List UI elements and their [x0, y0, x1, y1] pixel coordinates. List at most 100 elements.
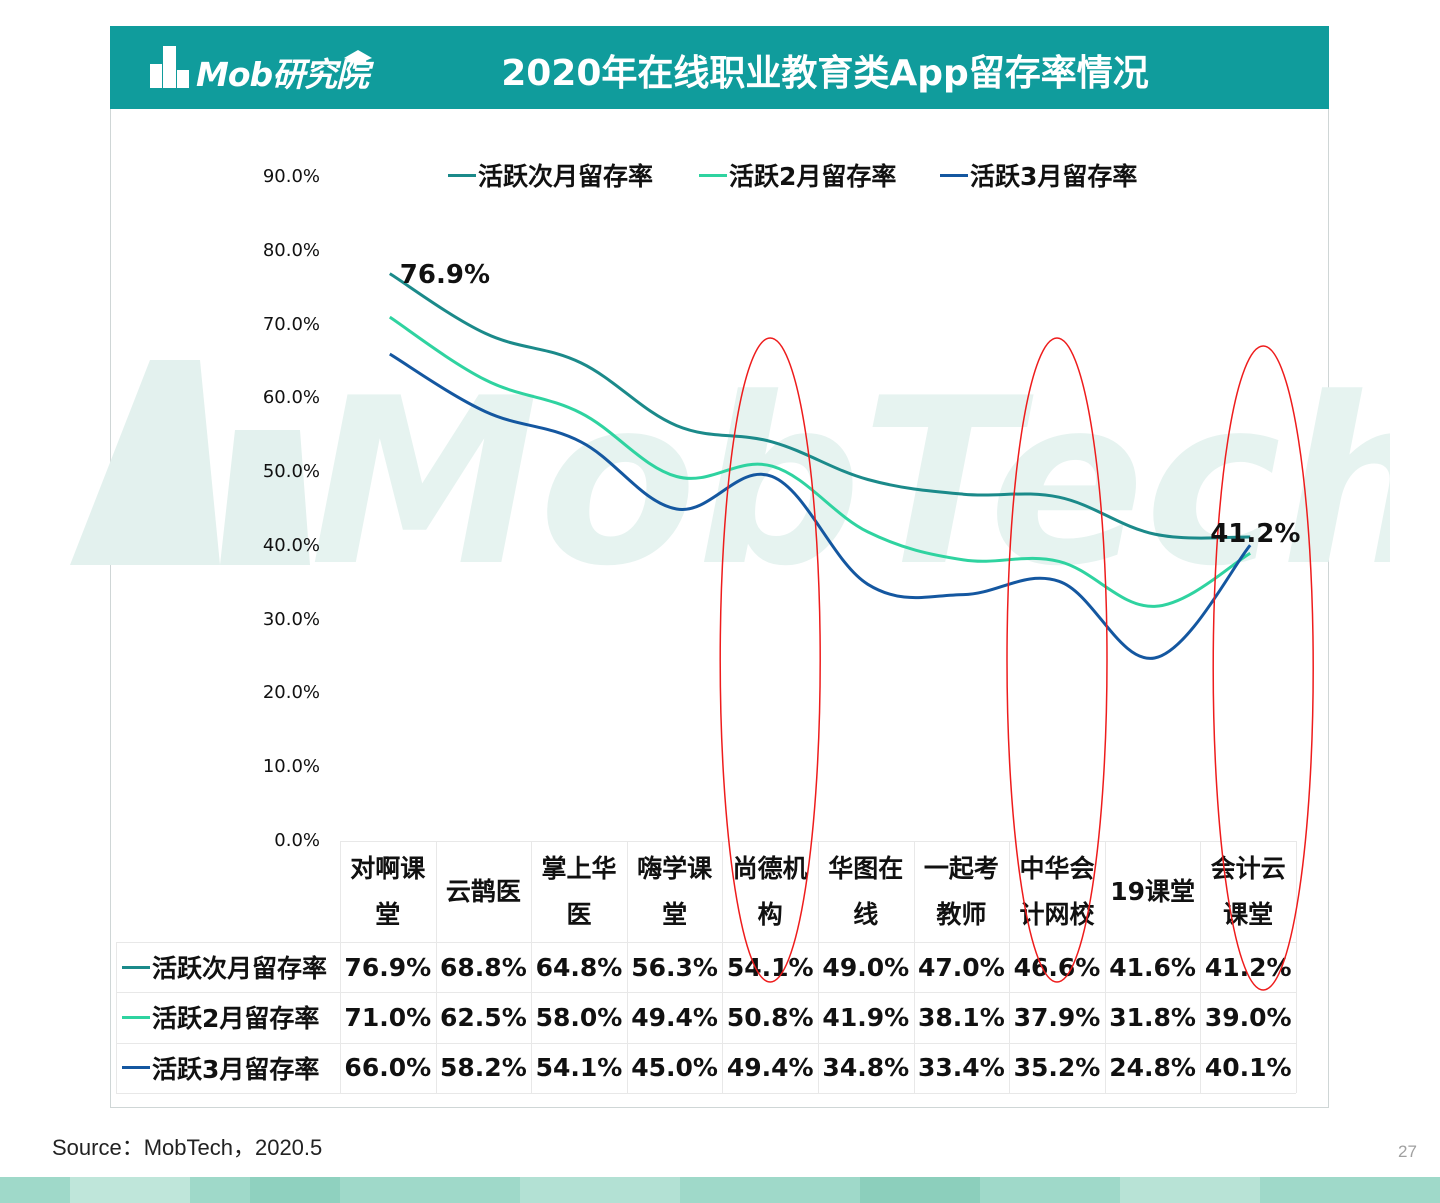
table-cell: 50.8% [726, 1002, 814, 1032]
category-label-line: 计网校 [1019, 899, 1095, 929]
mob-logo-icon [150, 46, 372, 88]
table-cell: 46.6% [1013, 952, 1101, 982]
legend-item: 活跃2月留存率 [699, 157, 896, 193]
y-tick-label: 70.0% [262, 313, 320, 335]
category-label: 一起考 教师 [914, 841, 1010, 942]
table-cell: 37.9% [1013, 1002, 1101, 1032]
category-label: 19课堂 [1105, 841, 1201, 942]
table-cell: 66.0% [344, 1053, 432, 1083]
table-grid-line [116, 942, 117, 1093]
table-cell: 76.9% [344, 952, 432, 982]
source-text: Source：MobTech，2020.5 [52, 1135, 323, 1160]
category-label-line: 堂 [662, 899, 688, 929]
category-label-line: 中华会 [1019, 853, 1095, 883]
category-label-line: 对啊课 [350, 853, 426, 883]
y-tick-label: 10.0% [262, 756, 320, 778]
table-grid-line [1104, 841, 1106, 1093]
category-label: 嗨学课堂 [627, 841, 723, 942]
table-cell: 58.0% [535, 1002, 623, 1032]
table-grid-line [913, 841, 915, 1093]
table-grid-line [116, 1042, 1296, 1044]
watermark: MobTech袤博 [70, 350, 1390, 580]
category-label-line: 云鹊医 [445, 876, 521, 906]
category-label-line: 掌上华 [541, 853, 617, 883]
y-tick-label: 90.0% [262, 166, 320, 187]
table-cell: 39.0% [1204, 1002, 1292, 1032]
table-cell: 33.4% [918, 1053, 1005, 1083]
data-label: 76.9% [399, 259, 490, 290]
legend-label: 活跃2月留存率 [729, 162, 897, 191]
y-tick-label: 0.0% [274, 830, 320, 851]
y-tick-label: 60.0% [262, 387, 320, 409]
category-label-line: 堂 [375, 899, 401, 929]
table-grid-line [340, 841, 341, 1093]
table-cell: 71.0% [344, 1002, 432, 1032]
page-title: 2020年在线职业教育类App留存率情况 [501, 53, 1149, 94]
category-label: 掌上华医 [531, 841, 627, 942]
y-tick-label: 40.0% [262, 534, 320, 556]
y-tick-label: 80.0% [262, 239, 320, 261]
category-label: 华图在线 [818, 841, 914, 942]
table-cell: 56.3% [631, 952, 718, 982]
category-label-line: 线 [853, 899, 879, 929]
category-label-line: 教师 [936, 899, 987, 929]
table-cell: 49.4% [726, 1053, 814, 1083]
row-swatch [122, 965, 150, 969]
category-label-line: 一起考 [923, 853, 999, 883]
table-grid-line [116, 1092, 1296, 1094]
table-cell: 40.1% [1204, 1053, 1292, 1083]
legend-item: 活跃3月留存率 [940, 157, 1137, 193]
table-cell: 54.1% [535, 1053, 623, 1083]
watermark-text: MobTech袤博 [310, 350, 1390, 580]
legend-swatch [699, 173, 727, 177]
series-line-2 [388, 315, 1251, 608]
category-label-line: 尚德机 [732, 853, 808, 883]
data-label: 41.2% [1210, 519, 1301, 550]
category-label-line: 19课堂 [1110, 876, 1195, 906]
table-cell: 54.1% [726, 952, 814, 982]
table-row-label: 活跃2月留存率 [116, 992, 340, 1042]
table-grid-line [1296, 841, 1297, 1093]
table-row-label: 活跃次月留存率 [116, 942, 340, 992]
chart-card [110, 26, 1329, 1108]
table-cell: 34.8% [822, 1053, 910, 1083]
row-label-text: 活跃3月留存率 [152, 1054, 320, 1084]
y-tick-label: 30.0% [262, 608, 320, 630]
y-tick-label: 20.0% [262, 682, 320, 704]
table-grid-line [722, 841, 724, 1093]
row-swatch [122, 1066, 150, 1070]
row-label-text: 活跃2月留存率 [152, 1004, 320, 1034]
table-grid-line [116, 942, 1296, 943]
highlight-ellipse [1006, 337, 1108, 983]
category-label-line: 医 [566, 899, 592, 929]
table-cell: 47.0% [918, 952, 1005, 982]
table-cell: 35.2% [1013, 1053, 1101, 1083]
row-label-text: 活跃次月留存率 [152, 954, 328, 984]
table-grid-line [1200, 841, 1202, 1093]
table-cell: 31.8% [1109, 1002, 1196, 1032]
header-bar [110, 26, 1329, 109]
table-cell: 38.1% [918, 1002, 1005, 1032]
table-grid-line [818, 841, 819, 1093]
legend-label: 活跃3月留存率 [970, 162, 1138, 191]
page-number: 27 [1398, 1142, 1417, 1161]
table-grid-line [626, 841, 628, 1093]
category-label: 尚德机构 [722, 841, 818, 942]
table-cell: 24.8% [1109, 1053, 1196, 1083]
highlight-ellipse [719, 337, 821, 983]
legend-label: 活跃次月留存率 [478, 162, 654, 191]
table-grid-line [1009, 841, 1011, 1093]
legend-swatch [448, 173, 476, 177]
logo-text: Mob研究院 [196, 55, 369, 94]
category-label-line: 华图在 [828, 853, 904, 883]
table-grid-line [531, 841, 533, 1093]
series-line-1 [389, 272, 1251, 540]
table-cell: 49.0% [822, 952, 910, 982]
table-grid-line [435, 841, 437, 1093]
legend-swatch [940, 173, 968, 177]
table-cell: 41.6% [1109, 952, 1196, 982]
table-cell: 41.9% [822, 1002, 910, 1032]
table-cell: 64.8% [535, 952, 623, 982]
row-swatch [122, 1015, 150, 1019]
